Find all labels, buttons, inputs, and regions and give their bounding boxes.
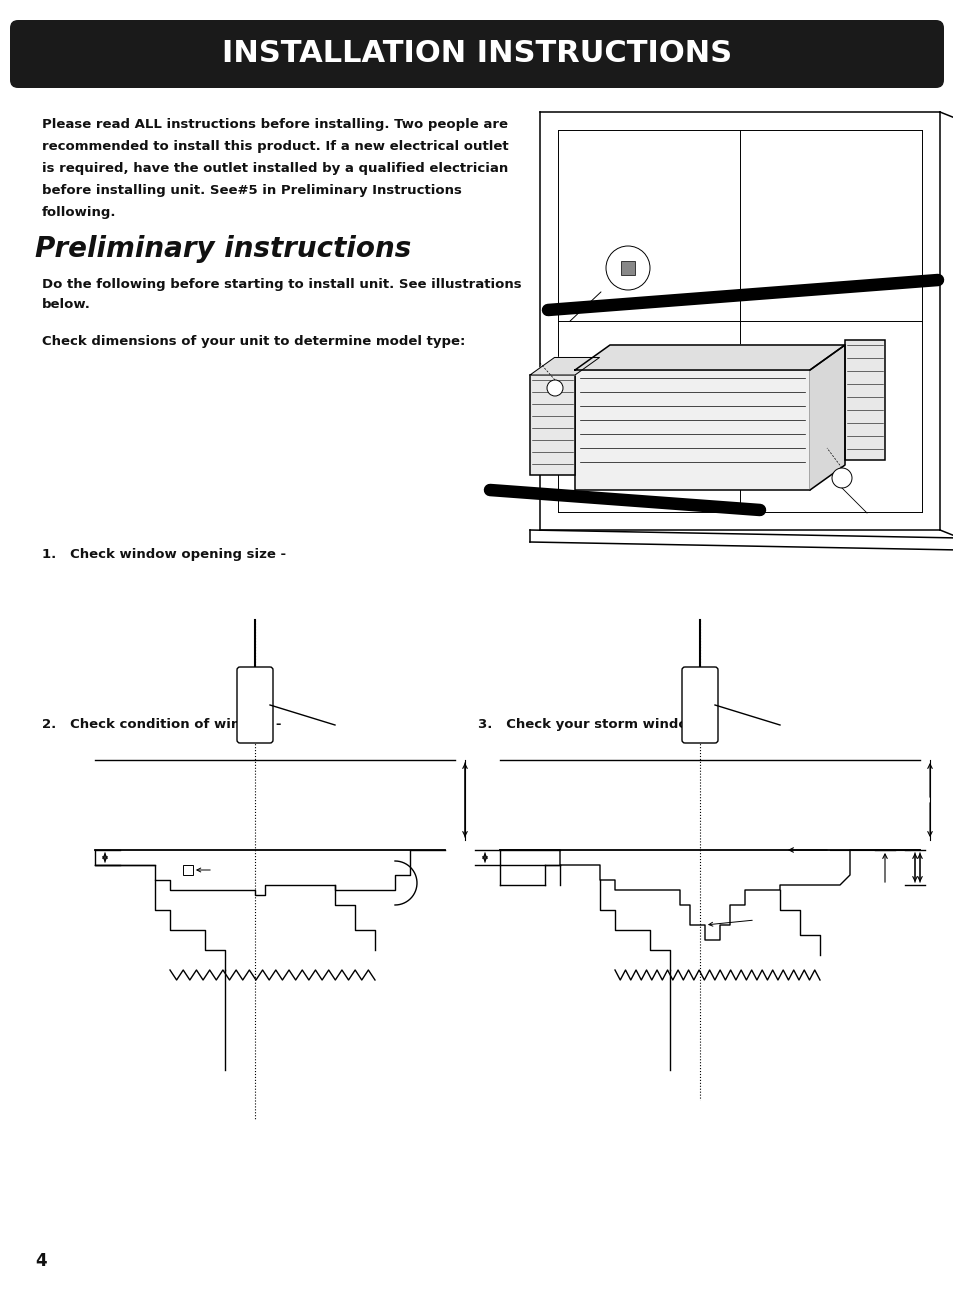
- Text: Please read ALL instructions before installing. Two people are: Please read ALL instructions before inst…: [42, 118, 507, 131]
- Bar: [575, 370, 809, 490]
- Text: recommended to install this product. If a new electrical outlet: recommended to install this product. If …: [42, 140, 508, 153]
- FancyBboxPatch shape: [681, 666, 718, 743]
- Text: following.: following.: [42, 206, 116, 219]
- Bar: [530, 375, 575, 475]
- Text: 3.   Check your storm windows -: 3. Check your storm windows -: [477, 718, 718, 731]
- Circle shape: [831, 468, 851, 488]
- Text: 2.   Check condition of window -: 2. Check condition of window -: [42, 718, 281, 731]
- Text: 4: 4: [35, 1253, 47, 1269]
- Text: 1.   Check window opening size -: 1. Check window opening size -: [42, 547, 286, 562]
- Text: before installing unit. See#5 in Preliminary Instructions: before installing unit. See#5 in Prelimi…: [42, 184, 461, 197]
- Text: below.: below.: [42, 298, 91, 311]
- Polygon shape: [530, 357, 598, 375]
- Text: Preliminary instructions: Preliminary instructions: [35, 236, 411, 263]
- Text: INSTALLATION INSTRUCTIONS: INSTALLATION INSTRUCTIONS: [222, 40, 731, 69]
- Bar: [183, 864, 193, 875]
- Polygon shape: [575, 345, 844, 370]
- Text: is required, have the outlet installed by a qualified electrician: is required, have the outlet installed b…: [42, 162, 508, 175]
- Circle shape: [546, 380, 562, 396]
- Bar: [620, 261, 635, 276]
- Bar: [844, 340, 884, 459]
- Circle shape: [605, 246, 649, 290]
- Text: Do the following before starting to install unit. See illustrations: Do the following before starting to inst…: [42, 278, 521, 291]
- FancyBboxPatch shape: [10, 19, 943, 88]
- FancyBboxPatch shape: [236, 666, 273, 743]
- Polygon shape: [809, 345, 844, 490]
- Text: Check dimensions of your unit to determine model type:: Check dimensions of your unit to determi…: [42, 335, 465, 348]
